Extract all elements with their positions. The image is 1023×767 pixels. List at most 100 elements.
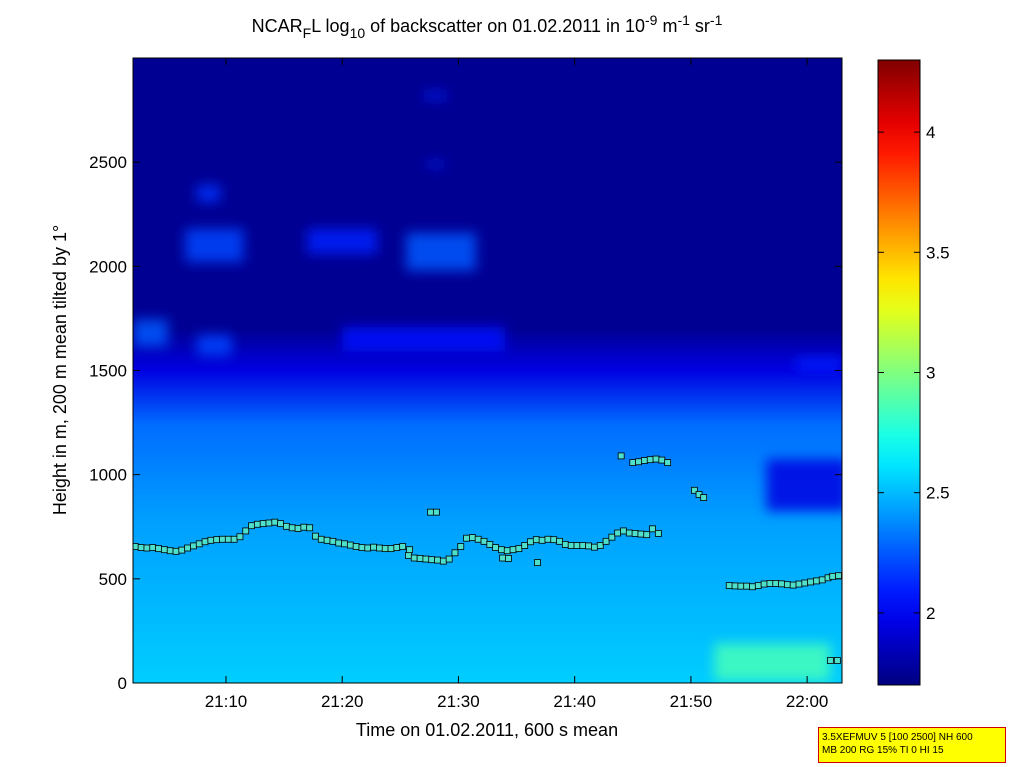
title-mid3: m	[657, 16, 677, 36]
y-tick-label: 500	[99, 570, 127, 589]
layer-marker	[236, 533, 244, 541]
layer-marker	[323, 536, 331, 544]
layer-marker	[829, 572, 837, 580]
layer-marker	[700, 494, 708, 501]
x-tick-label: 21:10	[205, 692, 248, 711]
layer-marker	[277, 520, 285, 528]
layer-marker	[731, 582, 739, 590]
layer-marker	[346, 541, 354, 549]
layer-marker	[561, 541, 569, 548]
layer-marker	[643, 531, 651, 539]
layer-marker	[445, 555, 453, 563]
layer-marker	[213, 536, 221, 544]
x-tick-label: 22:00	[786, 692, 829, 711]
layer-marker	[329, 537, 337, 545]
layer-marker	[224, 535, 232, 543]
layer-marker	[550, 536, 558, 544]
layer-marker	[620, 527, 627, 535]
y-axis-label: Height in m, 200 m mean tilted by 1°	[50, 225, 70, 515]
y-axis: 0 500 1000 1500 2000 2500	[89, 153, 842, 693]
colorbar-tick-label: 3	[926, 364, 935, 383]
x-tick-label: 21:50	[670, 692, 713, 711]
x-axis-label: Time on 01.02.2011, 600 s mean	[356, 720, 618, 740]
layer-marker	[160, 546, 168, 554]
layer-marker	[283, 522, 290, 530]
layer-marker	[532, 536, 540, 544]
layer-marker	[300, 523, 308, 531]
backscatter-patch	[196, 185, 221, 202]
layer-marker	[143, 544, 151, 552]
layer-marker	[370, 543, 377, 551]
layer-marker	[801, 579, 809, 587]
layer-marker	[585, 542, 593, 550]
layer-marker	[538, 536, 546, 544]
layer-marker	[527, 538, 534, 546]
colorbar-tick-label: 2.5	[926, 484, 950, 503]
layer-marker	[725, 582, 733, 589]
layer-marker	[579, 542, 587, 549]
layer-marker	[652, 455, 660, 463]
layer-marker	[826, 657, 834, 664]
layer-marker	[596, 542, 604, 549]
layer-marker	[230, 535, 238, 543]
layer-marker	[184, 544, 192, 552]
y-tick-label: 1500	[89, 362, 127, 381]
layer-marker	[818, 576, 826, 584]
layer-marker	[428, 556, 436, 564]
layer-marker	[195, 540, 203, 548]
title-sub2: 10	[350, 25, 366, 41]
layer-marker	[172, 547, 180, 555]
x-tick-label: 21:40	[553, 692, 596, 711]
layer-marker	[294, 525, 302, 532]
layer-marker	[573, 542, 581, 549]
layer-marker	[556, 537, 563, 545]
info-line-1: 3.5XEFMUV 5 [100 2500] NH 600	[822, 732, 973, 743]
backscatter-patch	[426, 161, 444, 167]
title-sup1: -9	[645, 12, 658, 28]
title-sup3: -1	[710, 12, 723, 28]
colorbar-tick-label: 4	[926, 123, 935, 142]
layer-marker	[833, 657, 841, 664]
layer-marker	[608, 533, 616, 541]
layer-marker	[474, 535, 482, 543]
layer-marker	[521, 542, 529, 549]
title-prefix: NCAR	[252, 16, 303, 36]
layer-marker	[534, 559, 541, 566]
backscatter-patch	[133, 319, 168, 347]
colorbar-ticks: 2 2.5 3 3.5 4	[878, 123, 950, 623]
plot-area	[132, 57, 843, 684]
layer-marker	[760, 580, 768, 588]
layer-marker	[658, 456, 666, 464]
layer-marker	[544, 535, 552, 543]
layer-marker	[178, 546, 186, 554]
layer-marker	[646, 456, 654, 464]
backscatter-patch	[714, 643, 831, 681]
layer-marker	[778, 580, 785, 588]
layer-marker	[737, 582, 745, 590]
layer-marker	[813, 577, 820, 585]
backscatter-patch	[342, 326, 505, 352]
layer-marker	[399, 543, 407, 550]
colorbar: 2 2.5 3 3.5 4	[877, 59, 950, 686]
layer-marker	[335, 539, 343, 547]
layer-marker	[155, 545, 162, 553]
layer-marker	[795, 580, 803, 588]
layer-marker	[259, 520, 267, 528]
layer-marker	[242, 527, 250, 535]
layer-marker	[505, 555, 512, 562]
layer-marker	[364, 544, 372, 552]
layer-marker	[614, 529, 622, 537]
backscatter-patch	[185, 228, 244, 263]
layer-marker	[457, 543, 465, 550]
layer-marker	[649, 525, 656, 533]
layer-marker	[405, 552, 412, 559]
title-mid1: L log	[311, 16, 349, 36]
layer-marker	[480, 537, 488, 545]
title-sub1: F	[303, 25, 312, 41]
layer-marker	[427, 508, 434, 516]
backscatter-patch	[406, 233, 476, 271]
backscatter-field	[133, 58, 842, 683]
layer-marker	[743, 582, 751, 590]
layer-marker	[317, 535, 325, 543]
layer-marker	[749, 583, 756, 591]
